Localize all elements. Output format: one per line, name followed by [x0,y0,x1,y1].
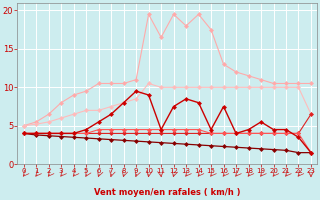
X-axis label: Vent moyen/en rafales ( km/h ): Vent moyen/en rafales ( km/h ) [94,188,241,197]
